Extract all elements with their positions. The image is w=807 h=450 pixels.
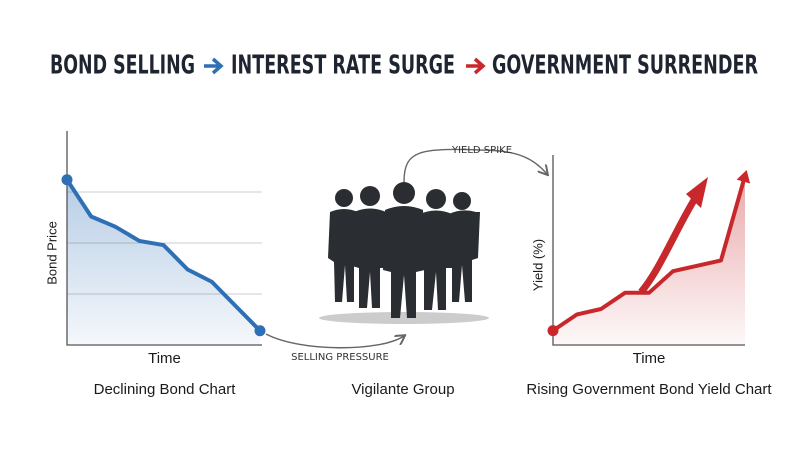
connector-arrow (265, 333, 404, 349)
connector-label: YIELD SPIKE (451, 145, 512, 156)
line-arrowhead (736, 170, 751, 184)
group-label: Vigilante Group (351, 381, 454, 398)
area-fill (67, 179, 260, 345)
spike-arrow (638, 195, 699, 295)
x-axis-label: Time (633, 350, 666, 367)
point (254, 325, 266, 337)
chart-caption: Declining Bond Chart (94, 381, 237, 398)
point (547, 325, 559, 337)
connector-arrow (403, 148, 547, 183)
line (551, 175, 747, 333)
axes (66, 131, 262, 346)
chart-caption: Rising Government Bond Yield Chart (526, 381, 772, 398)
title-part: GOVERNMENT SURRENDER (492, 51, 758, 81)
title-part: BOND SELLING (50, 51, 195, 81)
point (61, 174, 73, 186)
title-arrow (204, 57, 224, 75)
vigilante-silhouettes (319, 182, 489, 324)
title-arrow (466, 57, 486, 75)
connector-label: SELLING PRESSURE (291, 352, 389, 363)
y-axis-label: Bond Price (44, 221, 59, 285)
title-part: INTEREST RATE SURGE (231, 51, 455, 81)
line (65, 178, 262, 333)
x-axis-label: Time (148, 350, 181, 367)
y-axis-label: Yield (%) (530, 239, 545, 291)
area-fill (553, 175, 745, 345)
axes (552, 155, 745, 346)
spike-arrowhead (686, 177, 708, 208)
